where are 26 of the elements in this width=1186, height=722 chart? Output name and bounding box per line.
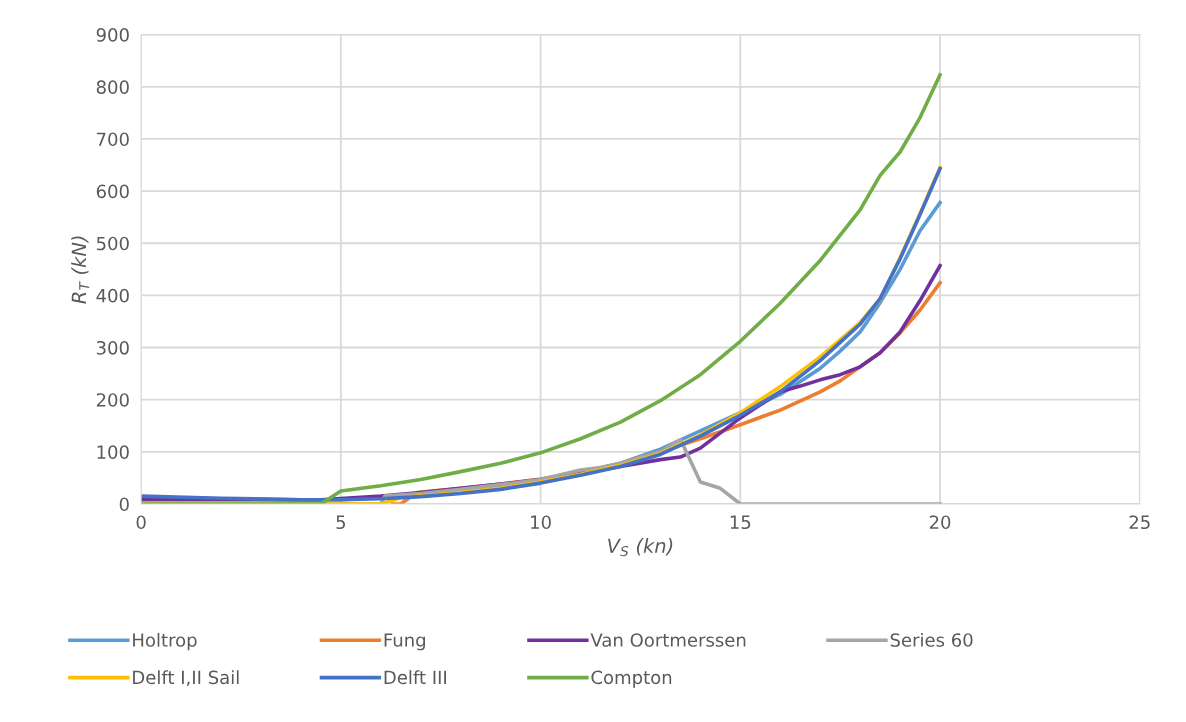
legend-label: Delft I,II Sail	[133, 670, 239, 687]
y-tick-label: 500	[96, 236, 129, 251]
legend-label: Van Oortmerssen	[590, 633, 746, 647]
x-tick-label: 15	[730, 515, 751, 530]
legend-label: Fung	[384, 633, 425, 651]
y-tick-label: 700	[97, 132, 129, 147]
line-series	[141, 73, 942, 504]
y-tick-label: 100	[97, 445, 129, 459]
y-axis-title: R$_{T}$ (kN)	[71, 236, 90, 304]
y-tick-label: 800	[96, 80, 129, 94]
y-tick-label: 200	[96, 393, 129, 407]
legend-label: Series 60	[890, 632, 973, 647]
y-tick-label: 0	[119, 497, 129, 512]
y-tick-label: 600	[96, 184, 129, 199]
legend-label: Delft III	[384, 670, 446, 685]
y-tick-label: 900	[96, 28, 129, 42]
x-axis-title: V$_{S}$ (kn)	[608, 538, 673, 557]
x-tick-label: 20	[929, 515, 951, 530]
legend-label: Compton	[591, 670, 672, 688]
x-tick-label: 10	[531, 515, 551, 530]
x-tick-label: 5	[336, 515, 346, 530]
x-tick-label: 0	[136, 515, 146, 530]
legend-label: Holtrop	[133, 632, 197, 651]
y-tick-label: 400	[96, 288, 129, 303]
y-tick-label: 300	[96, 340, 129, 355]
x-tick-label: 25	[1129, 515, 1150, 530]
